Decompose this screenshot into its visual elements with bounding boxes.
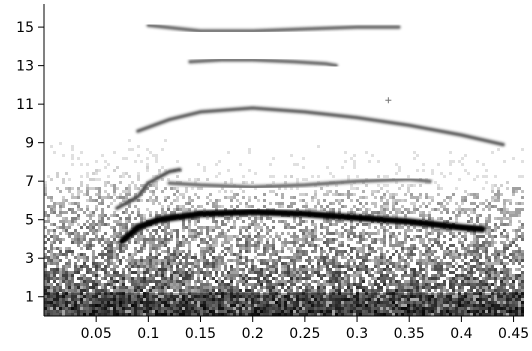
harmonic-trace-core <box>147 24 400 32</box>
harmonic-trace-core <box>120 209 485 243</box>
noise-cells <box>44 187 521 304</box>
noise-cells <box>44 166 512 223</box>
y-tick-label: 13 <box>16 59 34 75</box>
noise-cells <box>44 235 524 316</box>
plus-marker <box>385 97 392 104</box>
harmonic-trace-core <box>168 178 431 188</box>
noise-floor-band <box>44 292 524 316</box>
x-tick-label: 0.4 <box>450 326 472 342</box>
x-tick-label: 0.45 <box>498 326 529 342</box>
x-tick-label: 0.25 <box>289 326 320 342</box>
harmonic-trace-core <box>189 59 337 67</box>
y-tick-label: 5 <box>25 213 34 229</box>
noise-cells <box>71 301 524 316</box>
y-tick-label: 7 <box>25 174 34 190</box>
y-tick-label: 9 <box>25 136 34 152</box>
trace-layer <box>115 15 506 245</box>
x-tick-label: 0.2 <box>242 326 264 342</box>
y-tick-label: 1 <box>25 290 34 306</box>
noise-layer <box>44 139 524 316</box>
y-tick-label: 15 <box>16 20 34 36</box>
x-tick-label: 0.35 <box>394 326 425 342</box>
harmonic-trace-core <box>116 168 181 209</box>
x-tick-label: 0.05 <box>81 326 112 342</box>
x-tick-label: 0.15 <box>185 326 216 342</box>
x-tick-label: 0.3 <box>346 326 368 342</box>
harmonic-trace-core <box>137 107 504 146</box>
y-tick-label: 11 <box>16 97 34 113</box>
x-tick-label: 0.1 <box>137 326 159 342</box>
y-tick-label: 3 <box>25 251 34 267</box>
